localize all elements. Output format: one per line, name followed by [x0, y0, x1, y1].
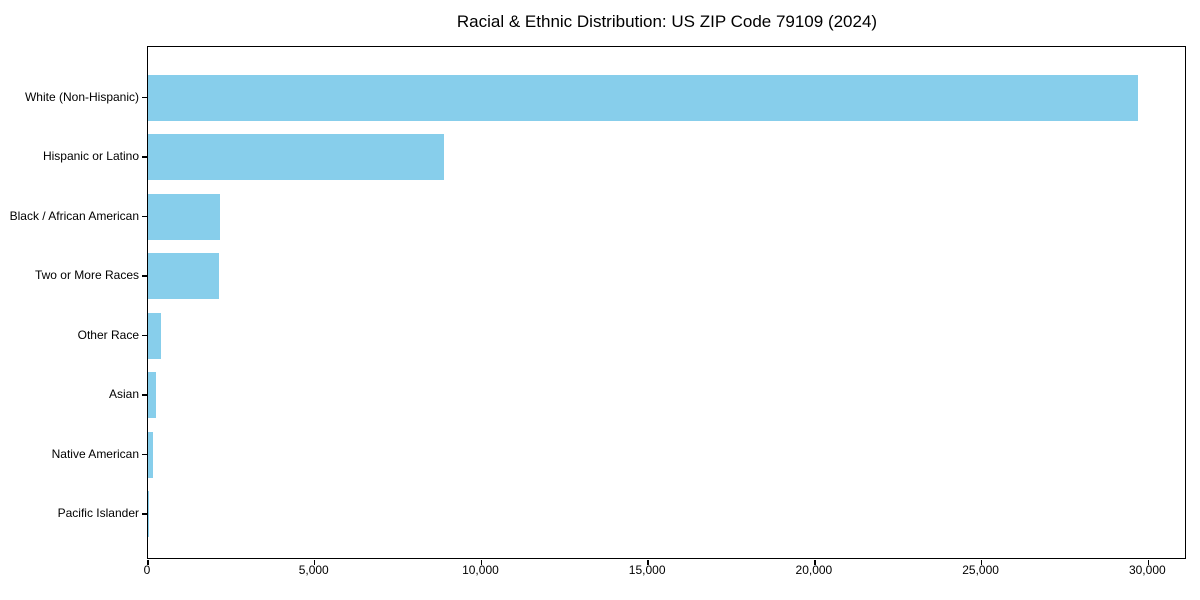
y-tick-mark	[142, 513, 147, 515]
y-tick-label-native-american: Native American	[51, 446, 139, 461]
y-axis-labels: White (Non-Hispanic) Hispanic or Latino Bl…	[0, 46, 139, 559]
plot-area	[142, 46, 1186, 565]
chart-title: Racial & Ethnic Distribution: US ZIP Cod…	[456, 12, 878, 31]
bar-white-non-hispanic	[148, 74, 1138, 121]
bar-two-or-more-races	[148, 253, 219, 299]
x-tick-label-20-000: 20,000	[795, 563, 833, 577]
y-tick-mark	[142, 156, 147, 158]
x-tick-label-15-000: 15,000	[628, 563, 666, 577]
x-tick-label-5-000: 5,000	[298, 563, 329, 577]
y-tick-mark	[142, 275, 147, 277]
bar-hispanic-or-latino	[148, 134, 445, 180]
y-tick-label-asian: Asian	[108, 387, 139, 401]
y-tick-mark	[142, 453, 147, 456]
y-tick-label-white-non-hispanic: White (Non-Hispanic)	[24, 89, 139, 104]
x-tick-label-10-000: 10,000	[462, 563, 499, 577]
y-tick-label-two-or-more-races: Two or More Races	[34, 268, 139, 282]
x-tick-mark	[314, 560, 316, 565]
y-tick-mark	[142, 334, 147, 337]
x-axis-labels: 0 5,000 10,000 15,000 20,000 25,000 30,000	[143, 563, 1186, 583]
x-tick-mark	[980, 560, 983, 565]
x-tick-mark	[647, 560, 649, 565]
x-tick-mark	[480, 560, 483, 565]
y-tick-mark	[142, 394, 147, 396]
bar-asian	[148, 372, 156, 418]
x-tick-label-25-000: 25,000	[962, 563, 999, 577]
y-tick-label-other-race: Other Race	[77, 327, 139, 342]
x-tick-label-30-000: 30,000	[1128, 563, 1166, 577]
y-tick-mark	[142, 215, 147, 218]
y-tick-label-black-african-american: Black / African American	[9, 208, 139, 223]
x-tick-mark	[814, 560, 816, 565]
y-tick-label-pacific-islander: Pacific Islander	[57, 506, 139, 520]
x-tick-mark	[1147, 560, 1149, 565]
bar-other-race	[148, 312, 161, 359]
x-tick-label-0: 0	[143, 563, 151, 577]
bar-native-american	[148, 431, 154, 478]
y-tick-label-hispanic-or-latino: Hispanic or Latino	[42, 149, 139, 163]
bar-pacific-islander	[148, 491, 149, 537]
y-tick-mark	[142, 96, 147, 99]
x-tick-mark	[147, 560, 149, 565]
bar-black-african-american	[148, 193, 221, 240]
